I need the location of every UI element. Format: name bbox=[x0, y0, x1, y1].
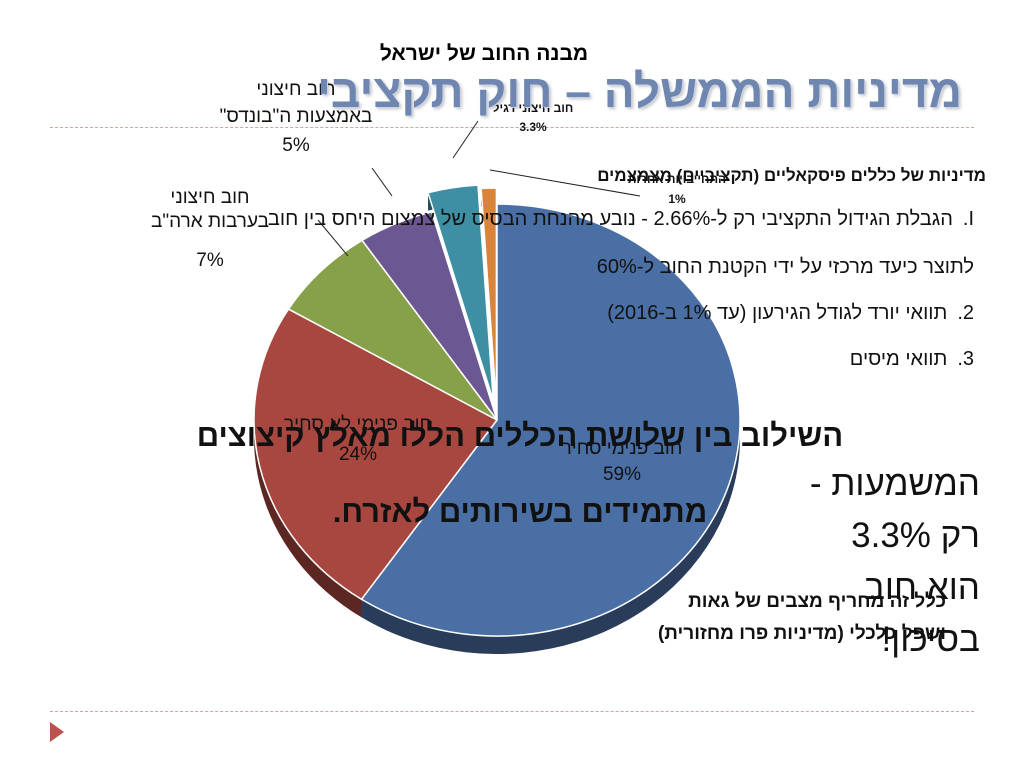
pie-slice-name-label: חוב חיצוני רגיל bbox=[493, 101, 574, 115]
meaning-line: הוא חוב bbox=[863, 568, 980, 607]
pie-slice bbox=[253, 308, 499, 601]
list-number: 3. bbox=[957, 348, 974, 370]
pie-slice-value-label: 7% bbox=[196, 250, 224, 271]
pie-leader-line bbox=[371, 167, 393, 197]
rule-note: כלל זה מחריף מצבים של גאות ושפל כלכלי (מ… bbox=[486, 586, 946, 650]
rule-note-line: כלל זה מחריף מצבים של גאות bbox=[688, 591, 946, 612]
pie-slice-value-label: 3.3% bbox=[519, 120, 547, 134]
meaning-line: המשמעות - bbox=[809, 464, 980, 503]
intro-line: מדיניות של כללים פיסקאליים (תקציביים) מצ… bbox=[597, 166, 986, 185]
pie-slice bbox=[427, 184, 495, 401]
meaning-line: רק 3.3% bbox=[851, 516, 980, 555]
list-text: תוואי יורד לגודל הגירעון (עד 1% ב-2016) bbox=[607, 302, 948, 324]
pie-slice-name-label: התחייבויות אחרות bbox=[628, 172, 726, 186]
pie-slice bbox=[480, 187, 498, 405]
pie-slice bbox=[360, 203, 741, 637]
pie-slice-value-label: 59% bbox=[603, 464, 641, 485]
top-divider bbox=[50, 127, 974, 128]
pie-slice bbox=[361, 211, 498, 421]
pie-leader-lines bbox=[317, 120, 641, 257]
list-item: 3. תוואי מיסים bbox=[850, 348, 974, 371]
list-number: I. bbox=[962, 208, 974, 230]
list-item: 2. תוואי יורד לגודל הגירעון (עד 1% ב-2016… bbox=[607, 302, 974, 325]
pie-slice-value-label: 1% bbox=[668, 192, 686, 206]
combined-statement-line: מתמידים בשירותים לאזרח. bbox=[332, 494, 708, 529]
meaning-text: המשמעות - רק 3.3% הוא חוב בסיכון! bbox=[740, 458, 980, 666]
pie-slice-name-label: בערבות ארה"ב bbox=[151, 211, 269, 232]
meaning-line: בסיכון! bbox=[881, 620, 980, 659]
pie-leader-line bbox=[452, 120, 479, 159]
list-item: לתוצר כיעד מרכזי על ידי הקטנת החוב ל-60% bbox=[597, 256, 974, 279]
list-item: I. הגבלת הגידול התקציבי רק ל-2.66% - נובע… bbox=[268, 208, 974, 231]
pie-top-layer bbox=[253, 184, 741, 637]
bottom-divider bbox=[50, 711, 974, 712]
pie-leader-line bbox=[317, 219, 349, 257]
next-slide-arrow-icon[interactable] bbox=[50, 722, 64, 742]
slide-title: מדיניות הממשלה – חוק תקציבי bbox=[317, 65, 962, 117]
pie-slice-name-label: חוב פנימי לא סחיר bbox=[284, 414, 432, 435]
pie-leader-line bbox=[489, 169, 641, 197]
pie-slice-name-label: באמצעות ה"בונדס" bbox=[220, 106, 373, 127]
list-text: הגבלת הגידול התקציבי רק ל-2.66% - נובע מ… bbox=[267, 208, 953, 230]
combined-statement-line: השילוב בין שלושת הכללים הללו מאלץ קיצוצי… bbox=[196, 418, 844, 453]
list-text: תוואי מיסים bbox=[849, 348, 948, 370]
combined-statement: השילוב בין שלושת הכללים הללו מאלץ קיצוצי… bbox=[120, 398, 920, 550]
pie-slice-name-label: חוב חיצוני bbox=[256, 79, 335, 100]
pie-slice bbox=[287, 239, 498, 421]
pie-slice-name-label: חוב חיצוני bbox=[170, 187, 249, 208]
pie-slice-value-label: 24% bbox=[339, 444, 377, 465]
pie-slice-name-label: חוב פנימי סחיר bbox=[562, 438, 683, 459]
pie-labels: חוב פנימי סחיר 59% חוב פנימי לא סחיר 24% חוב… bbox=[151, 79, 726, 485]
list-number: 2. bbox=[957, 302, 974, 324]
list-text: לתוצר כיעד מרכזי על ידי הקטנת החוב ל-60% bbox=[596, 256, 974, 278]
pie-slice-value-label: 5% bbox=[282, 135, 310, 156]
rule-note-line: ושפל כלכלי (מדיניות פרו מחזורית) bbox=[657, 623, 946, 644]
chart-title: מבנה החוב של ישראל bbox=[380, 42, 588, 65]
